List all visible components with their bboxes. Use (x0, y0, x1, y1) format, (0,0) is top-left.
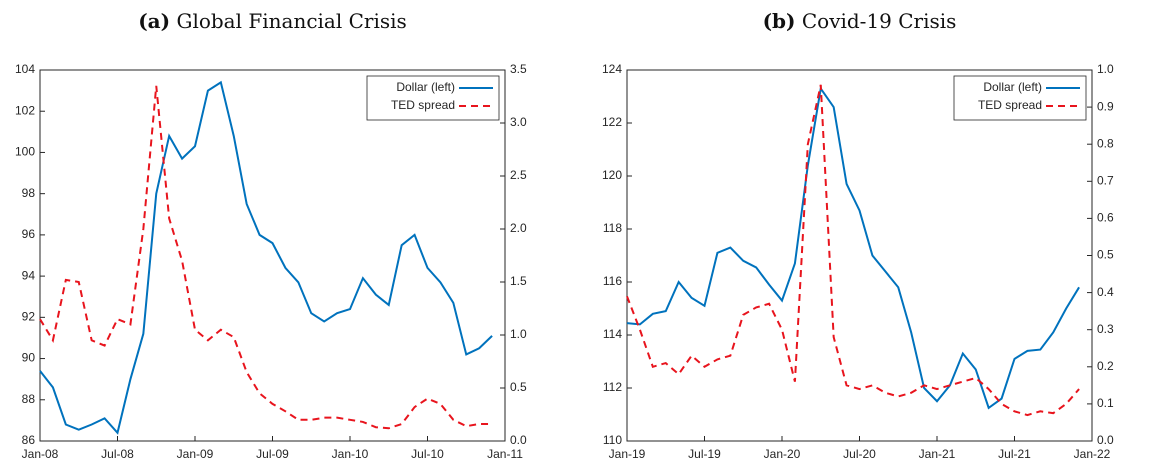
y-tick-label: 120 (602, 168, 622, 182)
title-text: Global Financial Crisis (176, 9, 406, 33)
y2-tick-label: 0.5 (510, 380, 527, 394)
y-tick-label: 112 (603, 380, 622, 394)
y2-tick-label: 0.6 (1097, 211, 1114, 225)
series-line (39, 85, 493, 430)
y-tick-label: 114 (603, 327, 622, 341)
x-tick-label: Jul-09 (256, 447, 289, 461)
y-tick-label: 92 (22, 310, 36, 324)
legend-label: TED spread (391, 98, 455, 112)
title-text: Covid-19 Crisis (802, 9, 957, 33)
y-tick-label: 86 (22, 433, 36, 447)
y2-tick-label: 0.0 (510, 433, 527, 447)
y2-tick-label: 3.0 (510, 115, 527, 129)
plot-frame (626, 69, 1093, 442)
y2-tick-label: 2.5 (510, 168, 527, 182)
y2-tick-label: 1.0 (510, 327, 527, 341)
y-tick-label: 88 (22, 392, 36, 406)
series-line (39, 80, 493, 435)
x-tick-label: Jul-08 (101, 447, 134, 461)
x-tick-label: Jul-21 (998, 447, 1031, 461)
series-line (626, 84, 1080, 417)
panel-label: (b) (763, 9, 796, 33)
series-line (626, 85, 1080, 410)
y2-tick-label: 0.5 (1097, 248, 1114, 262)
x-tick-label: Jan-21 (919, 447, 956, 461)
y2-tick-label: 3.5 (510, 62, 527, 76)
y2-tick-label: 0.1 (1097, 396, 1114, 410)
y-tick-label: 118 (603, 221, 622, 235)
chart-title: (b) Covid-19 Crisis (763, 9, 957, 33)
y2-tick-label: 0.8 (1097, 136, 1114, 150)
y-tick-label: 104 (15, 62, 35, 76)
x-tick-label: Jan-09 (177, 447, 214, 461)
y-tick-label: 110 (603, 433, 622, 447)
y-tick-label: 122 (602, 115, 622, 129)
x-tick-label: Jul-10 (411, 447, 444, 461)
y-tick-label: 96 (22, 227, 36, 241)
legend-label: Dollar (left) (396, 80, 455, 94)
y-tick-label: 94 (22, 268, 36, 282)
legend-box (953, 75, 1087, 121)
y2-tick-label: 0.4 (1097, 285, 1114, 299)
y-tick-label: 124 (602, 62, 622, 76)
plot-frame (39, 69, 506, 442)
legend-box (366, 75, 500, 121)
x-tick-label: Jan-11 (487, 447, 523, 461)
y2-tick-label: 0.3 (1097, 322, 1114, 336)
x-tick-label: Jan-08 (22, 447, 59, 461)
y2-tick-label: 0.0 (1097, 433, 1114, 447)
x-tick-label: Jan-19 (609, 447, 646, 461)
panel-label: (a) (138, 9, 170, 33)
legend-label: Dollar (left) (983, 80, 1042, 94)
y2-tick-label: 0.7 (1097, 173, 1114, 187)
y2-tick-label: 0.9 (1097, 99, 1114, 113)
x-tick-label: Jul-19 (688, 447, 721, 461)
y2-tick-label: 1.5 (510, 274, 527, 288)
x-tick-label: Jan-10 (332, 447, 369, 461)
x-tick-label: Jan-20 (764, 447, 801, 461)
y2-tick-label: 2.0 (510, 221, 527, 235)
y-tick-label: 90 (22, 351, 36, 365)
y-tick-label: 100 (15, 145, 35, 159)
y-tick-label: 98 (22, 186, 36, 200)
y-tick-label: 102 (15, 103, 35, 117)
y2-tick-label: 1.0 (1097, 62, 1114, 76)
y2-tick-label: 0.2 (1097, 359, 1114, 373)
y-tick-label: 116 (603, 274, 622, 288)
legend-label: TED spread (978, 98, 1042, 112)
x-tick-label: Jul-20 (843, 447, 876, 461)
x-tick-label: Jan-22 (1074, 447, 1111, 461)
chart-title: (a) Global Financial Crisis (138, 9, 407, 33)
